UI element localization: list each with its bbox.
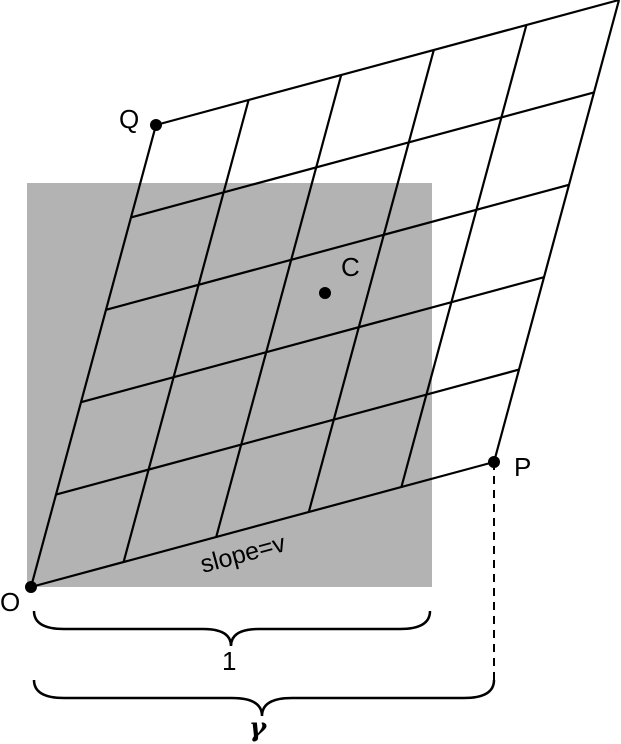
- grid-line-op-0: [30, 460, 495, 589]
- origin-point: [25, 581, 37, 593]
- origin-label: O: [0, 587, 20, 617]
- grid-line-oq-1: [122, 99, 250, 563]
- grid-line-op-4: [130, 91, 595, 219]
- grid-line-oq-2: [215, 74, 343, 538]
- unit-square: [27, 183, 432, 587]
- grid-line-op-2: [80, 276, 545, 404]
- grid-line-oq-0: [29, 124, 158, 588]
- unit-brace: [32, 610, 432, 647]
- grid-line-oq-3: [307, 49, 435, 513]
- center-label: C: [341, 252, 360, 282]
- gamma-brace: [32, 679, 496, 717]
- grid-line-op-3: [105, 183, 570, 311]
- p-point: [488, 456, 500, 468]
- parallelogram-grid: [29, 0, 621, 589]
- grid-line-oq-4: [400, 24, 528, 488]
- q-label: Q: [119, 104, 139, 134]
- center-point: [319, 287, 331, 299]
- p-label: P: [514, 452, 531, 482]
- grid-line-oq-5: [492, 0, 621, 463]
- grid-line-op-5: [155, 0, 620, 127]
- grid-line-op-1: [55, 368, 520, 496]
- unit-brace-label: 1: [222, 646, 236, 676]
- q-point: [150, 119, 162, 131]
- gamma-brace-label: γ: [249, 713, 268, 743]
